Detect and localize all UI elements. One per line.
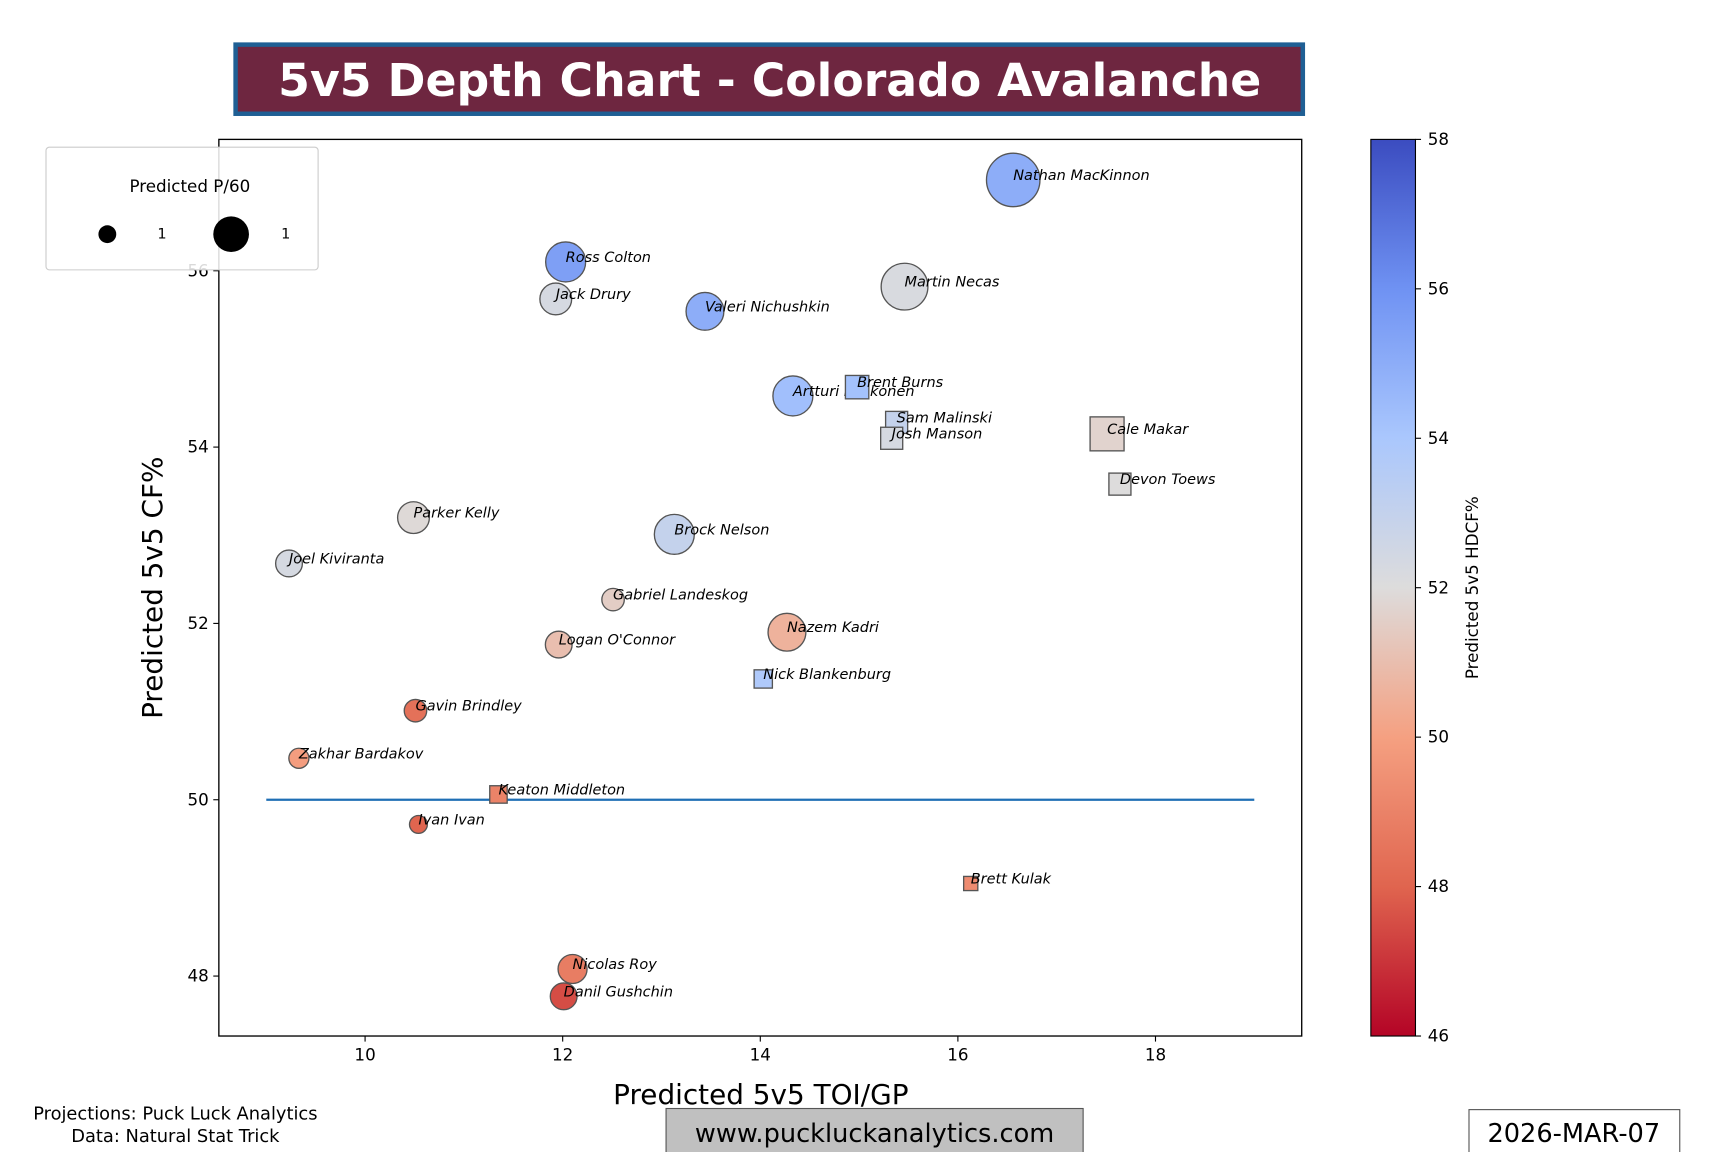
player-label: Jack Drury [553, 287, 631, 303]
player-label: Parker Kelly [413, 506, 499, 522]
forward-marker [685, 291, 725, 331]
date-label: 2026-MAR-07 [1487, 1119, 1660, 1149]
x-axis-label: Predicted 5v5 TOI/GP [613, 1078, 908, 1111]
defenseman-marker [880, 426, 904, 450]
player-label: Nazem Kadri [787, 620, 879, 636]
legend-marker-large [213, 216, 249, 253]
title-box [233, 42, 1306, 116]
x-tick-label: 16 [947, 1045, 968, 1065]
y-tick-label: 50 [188, 789, 209, 809]
legend: Predicted P/60 1 1 [45, 146, 319, 271]
colorbar-ticks: 46 48 50 52 54 56 58 [1415, 129, 1449, 1046]
website-box [665, 1107, 1084, 1152]
colorbar-tick-label: 46 [1428, 1026, 1449, 1046]
colorbar-tick-label: 56 [1428, 278, 1449, 298]
forward-marker [772, 375, 814, 417]
player-label: Ross Colton [566, 250, 651, 266]
forward-marker [544, 241, 587, 283]
player-label: Martin Necas [905, 275, 1000, 291]
x-axis-ticks: 10 12 14 16 18 [354, 1036, 1166, 1065]
player-label: Nathan MacKinnon [1013, 168, 1150, 184]
player-label: Brett Kulak [971, 871, 1052, 887]
player-label: Logan O'Connor [559, 633, 676, 649]
forward-marker [288, 747, 310, 770]
y-tick-label: 52 [188, 613, 209, 633]
player-label: Ivan Ivan [418, 812, 484, 828]
defenseman-marker [962, 875, 979, 892]
chart-title: 5v5 Depth Chart - Colorado Avalanche [278, 54, 1261, 107]
defenseman-marker [1108, 472, 1132, 496]
player-label: Valeri Nichushkin [705, 299, 830, 315]
forward-marker [557, 953, 588, 985]
y-tick-label: 48 [188, 966, 209, 986]
legend-marker-small [98, 225, 117, 244]
plot-frame [218, 138, 1303, 1037]
player-label: Cale Makar [1107, 422, 1189, 438]
legend-title: Predicted P/60 [129, 176, 250, 196]
legend-label-small: 1 [157, 227, 166, 243]
x-tick-label: 10 [354, 1045, 375, 1065]
website-link[interactable]: www.puckluckanalytics.com [695, 1119, 1054, 1149]
forward-marker [601, 587, 625, 612]
legend-label-large: 1 [281, 227, 290, 243]
defenseman-marker [844, 374, 870, 400]
colorbar-label: Predicted 5v5 HDCF% [1462, 496, 1482, 679]
player-label: Danil Gushchin [564, 984, 673, 1000]
x-tick-label: 18 [1145, 1045, 1166, 1065]
colorbar-tick-label: 58 [1428, 129, 1449, 149]
data-credit: Data: Natural Stat Trick [71, 1126, 280, 1147]
x-tick-label: 12 [552, 1045, 573, 1065]
forward-marker [403, 698, 428, 723]
forward-marker [880, 262, 929, 311]
y-tick-label: 54 [188, 437, 209, 457]
player-label: Devon Toews [1120, 472, 1216, 488]
player-label: Nick Blankenburg [763, 667, 891, 683]
defenseman-marker [489, 785, 508, 804]
player-label: Gabriel Landeskog [613, 588, 748, 604]
player-label: Gavin Brindley [415, 699, 522, 715]
forward-marker [653, 513, 695, 556]
date-box [1468, 1109, 1681, 1152]
forward-marker [408, 814, 429, 835]
forward-marker [274, 549, 304, 578]
projections-credit: Projections: Puck Luck Analytics [33, 1104, 317, 1125]
colorbar [1370, 138, 1417, 1037]
colorbar-tick-label: 54 [1428, 428, 1449, 448]
player-label: Brent Burns [857, 375, 944, 391]
plot-area: Nathan MacKinnon Ross Colton Jack Drury Val… [266, 152, 1255, 1011]
forward-marker [396, 501, 431, 535]
player-label: Josh Manson [889, 426, 983, 442]
forward-marker [539, 282, 573, 316]
forward-marker [767, 612, 807, 652]
player-label: Zakhar Bardakov [298, 746, 424, 762]
defenseman-marker [753, 669, 774, 689]
forward-marker [985, 152, 1041, 208]
y-axis-label: Predicted 5v5 CF% [136, 457, 169, 719]
colorbar-tick-label: 50 [1428, 727, 1449, 747]
player-label: Sam Malinski [897, 410, 992, 426]
colorbar-tick-label: 48 [1428, 876, 1449, 896]
defenseman-marker [1089, 416, 1125, 452]
player-label: Joel Kiviranta [286, 551, 384, 567]
player-label: Nicolas Roy [573, 957, 658, 973]
player-label: Keaton Middleton [498, 782, 625, 798]
forward-marker [549, 982, 578, 1011]
x-tick-label: 14 [750, 1045, 771, 1065]
colorbar-tick-label: 52 [1428, 577, 1449, 597]
forward-marker [544, 630, 573, 659]
player-label: Brock Nelson [674, 522, 769, 538]
